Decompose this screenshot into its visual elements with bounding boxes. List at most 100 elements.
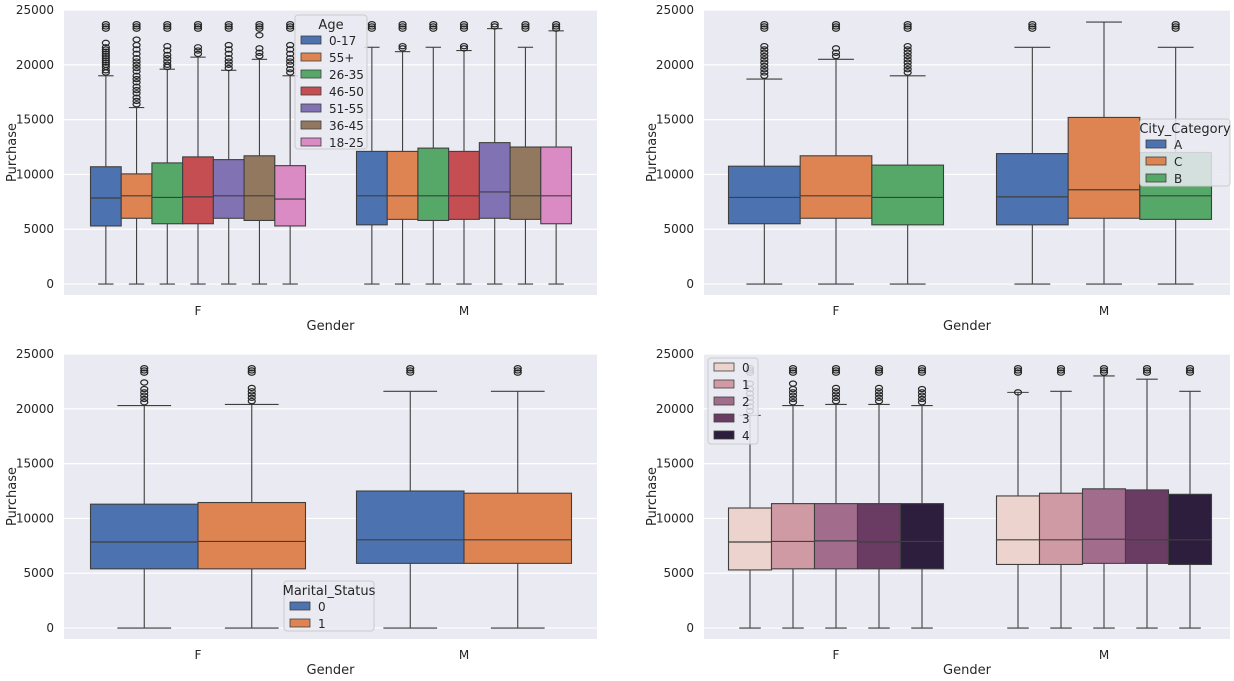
outlier-point [874, 384, 884, 392]
outlier-point [903, 69, 912, 76]
box-4-M [1167, 365, 1213, 629]
outlier-point [132, 50, 141, 58]
box-A-M [995, 21, 1069, 285]
outlier-point [1142, 369, 1152, 376]
outlier-point [1028, 25, 1037, 32]
outlier-point [831, 397, 841, 405]
legend-label: 1 [742, 378, 750, 392]
outlier-point [760, 69, 769, 76]
outlier-point [163, 61, 172, 69]
y-tick-label: 15000 [656, 113, 694, 127]
outlier-point [132, 90, 141, 97]
outlier-point [224, 21, 233, 28]
outlier-point [398, 25, 407, 32]
outlier-point [874, 397, 884, 405]
outlier-point [286, 50, 295, 58]
outlier-point [247, 397, 256, 405]
outlier-point [193, 44, 203, 51]
outlier-point [788, 369, 798, 376]
y-tick-label: 25000 [16, 3, 54, 17]
outlier-point [459, 42, 469, 50]
y-axis-label: Purchase [5, 467, 20, 526]
outlier-point [903, 56, 912, 63]
outlier-point [132, 94, 141, 101]
outlier-point [163, 51, 172, 59]
box-body [509, 146, 542, 220]
legend-title: City_Category [1139, 122, 1231, 137]
outlier-point [132, 101, 141, 108]
y-tick-label: 20000 [656, 402, 694, 416]
outlier-point [140, 379, 149, 386]
box-body [274, 165, 307, 227]
box-body [995, 153, 1069, 226]
y-tick-label: 10000 [16, 167, 54, 181]
box-46-50-F [182, 21, 214, 285]
subplot-1: 0 5000 10000 15000 20000 25000 F M Gender Purchas… [5, 3, 597, 334]
outlier-point [521, 25, 530, 32]
outlier-point [140, 369, 149, 376]
outlier-point [163, 58, 172, 65]
outlier-point [224, 46, 233, 53]
legend-swatch [1145, 173, 1167, 183]
y-tick-label: 20000 [16, 402, 54, 416]
y-tick-label: 10000 [656, 511, 694, 525]
box-body [182, 156, 214, 225]
outlier-point [552, 23, 561, 30]
outlier-point [132, 79, 141, 86]
outlier-point [903, 59, 912, 66]
outlier-point [286, 55, 295, 62]
outlier-point [224, 50, 233, 58]
outlier-point [398, 45, 407, 52]
box-4-F [899, 365, 945, 629]
outlier-point [132, 23, 141, 30]
y-tick-label: 0 [686, 277, 694, 291]
outlier-point [874, 367, 884, 374]
box-26-35-F [151, 21, 184, 285]
subplot-2: 0 5000 10000 15000 20000 25000 F M Gender Purchas… [645, 3, 1231, 334]
outlier-point [788, 395, 798, 403]
outlier-point [874, 369, 884, 376]
x-axis-label: Gender [943, 319, 992, 334]
outlier-point [1013, 369, 1023, 376]
outlier-point [429, 25, 438, 32]
outlier-point [788, 367, 798, 374]
outlier-point [286, 21, 295, 28]
outlier-point [101, 59, 110, 66]
legend-title: Marital_Status [283, 584, 376, 599]
outlier-point [247, 391, 256, 398]
outlier-point [917, 389, 927, 396]
outlier-point [788, 389, 798, 396]
box-body [151, 162, 184, 225]
outlier-point [255, 23, 264, 30]
outlier-point [903, 42, 912, 50]
outlier-point [831, 394, 841, 402]
outlier-point [163, 55, 172, 62]
y-tick-label: 25000 [16, 347, 54, 361]
outlier-point [286, 61, 295, 69]
outlier-point [760, 23, 769, 30]
legend-label: 51-55 [329, 102, 364, 116]
box-body [478, 142, 511, 219]
legend-swatch [713, 396, 735, 406]
outlier-point [247, 394, 256, 402]
y-axis-label: Purchase [645, 467, 660, 526]
y-tick-label: 5000 [23, 222, 54, 236]
x-tick-label: M [459, 648, 469, 662]
outlier-point [903, 49, 912, 56]
outlier-point [132, 64, 141, 72]
legend-label: B [1174, 172, 1182, 186]
legend-label: 26-35 [329, 68, 364, 82]
box-body [727, 165, 801, 225]
legend-label: 2 [742, 395, 750, 409]
outlier-point [831, 25, 841, 32]
outlier-point [459, 23, 469, 30]
outlier-point [831, 388, 841, 395]
box-body [995, 495, 1041, 566]
outlier-point [286, 46, 295, 53]
legend-label: 4 [742, 429, 750, 443]
subplot-3: 0 5000 10000 15000 20000 25000 F M Gender Purchas… [5, 347, 597, 678]
outlier-point [101, 50, 110, 58]
outlier-point [1056, 367, 1066, 374]
outlier-point [255, 32, 264, 39]
